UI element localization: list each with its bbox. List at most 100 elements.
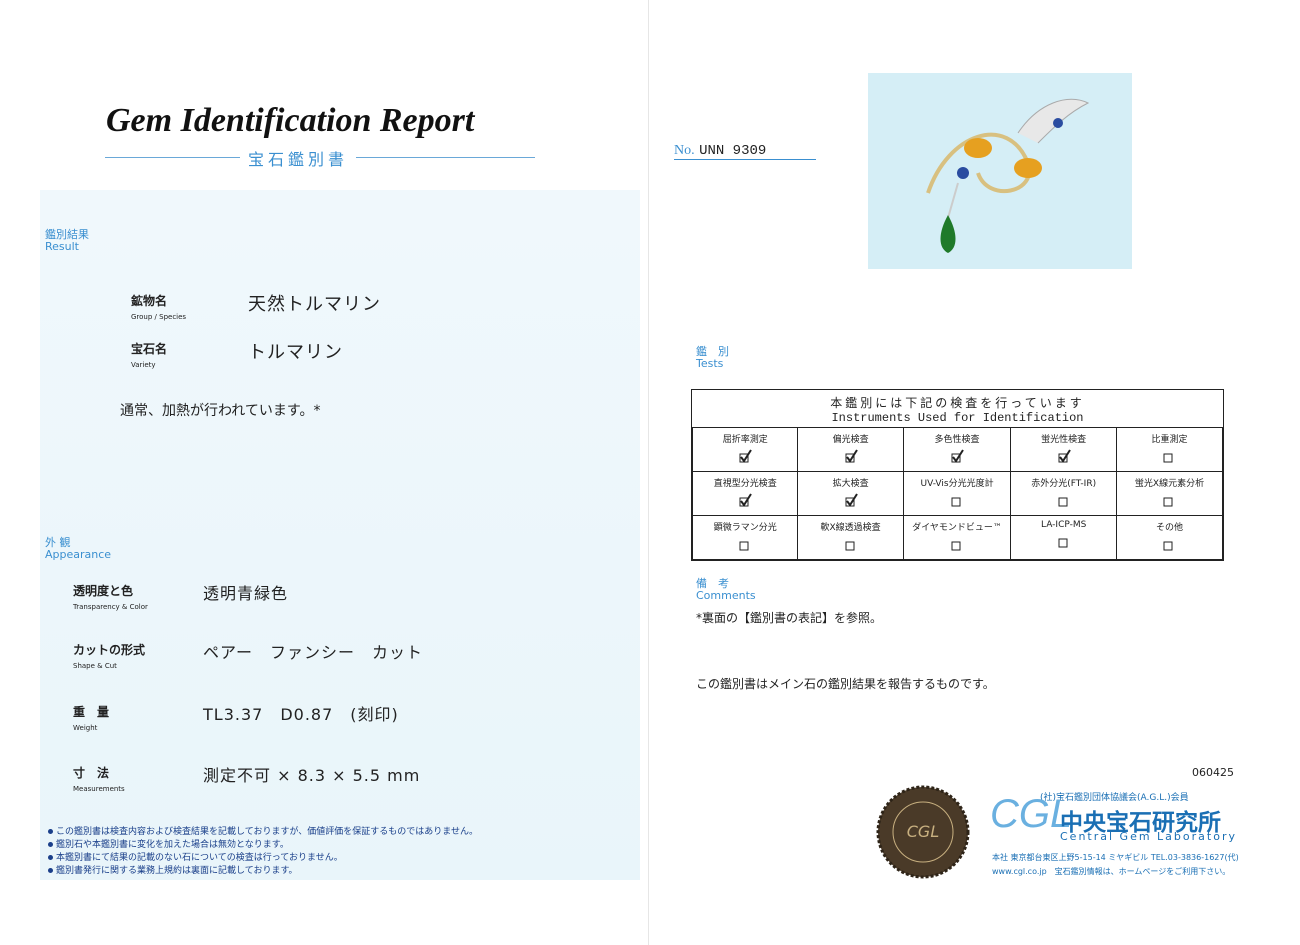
test-name: 多色性検査 (934, 435, 980, 445)
label: カットの形式 (73, 643, 146, 657)
label: 鑑 別 (696, 345, 729, 358)
test-name: ダイヤモンドビュー™ (912, 523, 1002, 533)
footnote: 鑑別石や本鑑別書に変化を加えた場合は無効となります。 (48, 839, 478, 852)
test-name: 顕微ラマン分光 (713, 523, 777, 533)
field-label: 鉱物名 Group / Species (131, 292, 186, 321)
field-label: 宝石名 Variety (131, 340, 167, 369)
label: 備 考 (696, 577, 729, 590)
address: 本社 東京都台東区上野5-15-14 ミヤギビル TEL.03-3836-162… (992, 853, 1239, 862)
label-en: Group / Species (131, 313, 187, 321)
background-pattern (40, 190, 640, 880)
test-name: 蛍光性検査 (1041, 435, 1087, 445)
test-cell: UV-Vis分光光度計 (902, 471, 1012, 516)
test-cell: 蛍光X線元素分析 (1115, 471, 1224, 516)
table-row: 顕微ラマン分光 軟X線透過検査 ダイヤモンドビュー™ LA-ICP-MS その他 (691, 515, 1224, 560)
test-name: 拡大検査 (832, 479, 869, 489)
number: UNN 9309 (699, 143, 767, 159)
seal: CGL (876, 785, 970, 879)
checkbox (1163, 541, 1173, 551)
tests-table: 本鑑別には下記の検査を行っています Instruments Used for I… (691, 389, 1224, 561)
checkbox (739, 541, 749, 551)
field-value: ペアー ファンシー カット (203, 643, 424, 662)
web: www.cgl.co.jp 宝石鑑別情報は、ホームページをご利用下さい。 (992, 867, 1231, 876)
logo: CGL (990, 792, 1073, 836)
checkbox (951, 541, 961, 551)
label-en: Appearance (45, 548, 112, 561)
test-cell: ダイヤモンドビュー™ (902, 515, 1012, 560)
test-cell: 拡大検査 (797, 471, 904, 516)
statement: この鑑別書はメイン石の鑑別結果を報告するものです。 (696, 677, 995, 691)
bullet (48, 842, 53, 847)
label-en: Weight (73, 724, 98, 732)
label-en: Result (45, 240, 79, 253)
label-en: Transparency & Color (73, 603, 148, 611)
field-value: トルマリン (248, 342, 343, 363)
test-name: 屈折率測定 (722, 435, 768, 445)
test-name: 蛍光X線元素分析 (1134, 479, 1205, 489)
label-en: Tests (696, 357, 724, 370)
test-name: 比重測定 (1151, 435, 1188, 445)
label: 寸 法 (73, 766, 110, 780)
checkbox (845, 449, 858, 463)
footnote-text: 鑑別書発行に関する業務上規約は裏面に記載しております。 (56, 866, 298, 876)
test-name: 偏光検査 (832, 435, 869, 445)
label-en: Shape & Cut (73, 662, 117, 670)
title: Gem Identification Report (106, 102, 475, 139)
field-value: 測定不可 × 8.3 × 5.5 mm (203, 766, 421, 785)
checkbox (739, 493, 753, 507)
label: 鉱物名 (131, 294, 168, 308)
test-cell: LA-ICP-MS (1010, 515, 1117, 560)
subtitle: 宝石鑑別書 (240, 146, 357, 170)
label-en: Comments (696, 589, 756, 602)
footnote-text: この鑑別書は検査内容および検査結果を記載しておりますが、価値評価を保証するもので… (56, 827, 479, 837)
checkbox (845, 541, 855, 551)
field-value: 天然トルマリン (248, 294, 381, 315)
code: 060425 (1192, 766, 1234, 779)
svg-text:CGL: CGL (907, 822, 939, 841)
section-label: 鑑別結果 Result (45, 229, 89, 253)
test-name: その他 (1155, 523, 1183, 533)
bullet (48, 855, 53, 860)
test-cell: 屈折率測定 (691, 427, 799, 472)
field-label: 重 量 Weight (73, 703, 109, 732)
checkbox (1058, 449, 1071, 463)
footnote: 鑑別書発行に関する業務上規約は裏面に記載しております。 (48, 865, 478, 878)
checkbox (1163, 497, 1173, 507)
bullet (48, 868, 53, 873)
label: 重 量 (73, 705, 110, 719)
test-cell: 軟X線透過検査 (797, 515, 904, 560)
test-cell: 顕微ラマン分光 (691, 515, 799, 560)
test-name: 軟X線透過検査 (820, 523, 881, 533)
table-header-en: Instruments Used for Identification (831, 411, 1084, 425)
test-name: LA-ICP-MS (1041, 520, 1087, 530)
label-en: Measurements (73, 785, 125, 793)
footnote-text: 本鑑別書にて結果の記載のない石についての検査は行っておりません。 (56, 853, 343, 863)
number-label: No. (674, 143, 695, 158)
test-cell: 多色性検査 (902, 427, 1012, 472)
checkbox (739, 449, 753, 463)
test-cell: 比重測定 (1115, 427, 1224, 472)
footnote: 本鑑別書にて結果の記載のない石についての検査は行っておりません。 (48, 852, 478, 865)
test-name: 赤外分光(FT-IR) (1031, 479, 1097, 489)
photo (868, 73, 1132, 269)
field-label: カットの形式 Shape & Cut (73, 641, 145, 670)
label: 宝石名 (131, 342, 168, 356)
test-cell: その他 (1115, 515, 1224, 560)
test-cell: 偏光検査 (797, 427, 904, 472)
checkbox (1163, 453, 1173, 463)
lab-name-en: Central Gem Laboratory (1060, 830, 1237, 843)
label: 透明度と色 (73, 584, 134, 598)
test-cell: 蛍光性検査 (1010, 427, 1117, 472)
table-header: 本鑑別には下記の検査を行っています (830, 396, 1085, 410)
section-label: 鑑 別 Tests (696, 346, 729, 370)
number-field: No. UNN 9309 (674, 142, 816, 160)
comment: *裏面の【鑑別書の表記】を参照。 (696, 611, 883, 625)
left-page (0, 0, 649, 945)
table-row: 直視型分光検査 拡大検査 UV-Vis分光光度計 赤外分光(FT-IR) 蛍光X線元素分… (691, 471, 1224, 516)
test-cell: 赤外分光(FT-IR) (1010, 471, 1117, 516)
test-cell: 直視型分光検査 (691, 471, 799, 516)
section-label: 外 観 Appearance (45, 537, 111, 561)
bullet (48, 829, 53, 834)
field-value: 透明青緑色 (203, 584, 289, 603)
